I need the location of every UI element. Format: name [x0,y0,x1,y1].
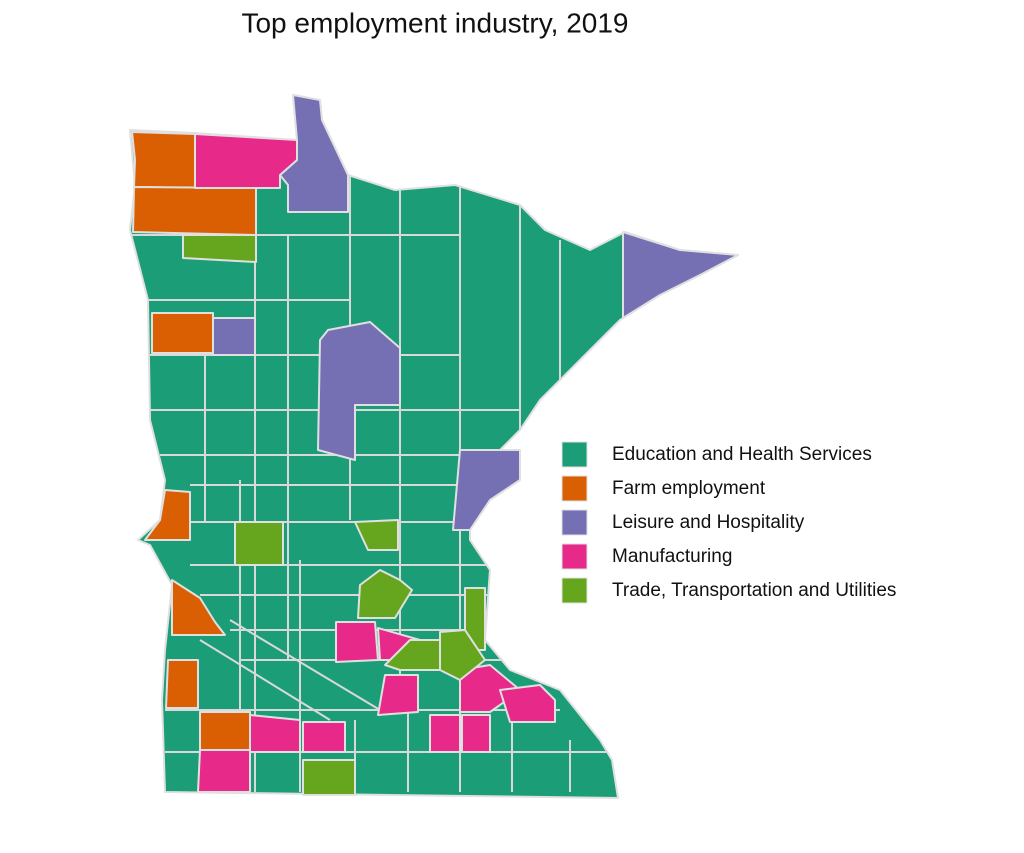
county [302,721,346,753]
county [354,519,399,551]
county [317,321,401,461]
legend-swatch [561,577,588,604]
legend-label: Leisure and Hospitality [612,512,805,533]
county [144,489,191,541]
legend-label: Education and Health Services [612,444,872,465]
legend-label: Trade, Transportation and Utilities [612,580,896,601]
counties [129,94,739,799]
county [452,449,521,531]
county [499,684,556,723]
county [622,231,739,319]
county [302,759,356,796]
legend-swatch [561,475,588,502]
legend-swatch [561,509,588,536]
legend-swatch [561,543,588,570]
county [429,714,461,753]
county [171,579,226,636]
legend-label: Farm employment [612,478,766,499]
county [131,131,196,189]
county [357,569,413,619]
legend-swatch [561,441,588,468]
county [199,711,251,751]
county [335,621,379,663]
county [212,317,256,356]
county [151,312,214,354]
county [197,749,251,793]
legend-label: Manufacturing [612,546,732,567]
legend: Education and Health Services Farm employ… [561,441,896,604]
county [249,714,301,753]
county [461,714,491,753]
county [384,639,441,671]
county [132,186,257,236]
county [377,674,419,716]
county [234,521,284,566]
county [439,629,486,681]
county [182,234,257,263]
county [165,659,199,709]
map-title: Top employment industry, 2019 [241,7,628,38]
county [194,133,298,189]
